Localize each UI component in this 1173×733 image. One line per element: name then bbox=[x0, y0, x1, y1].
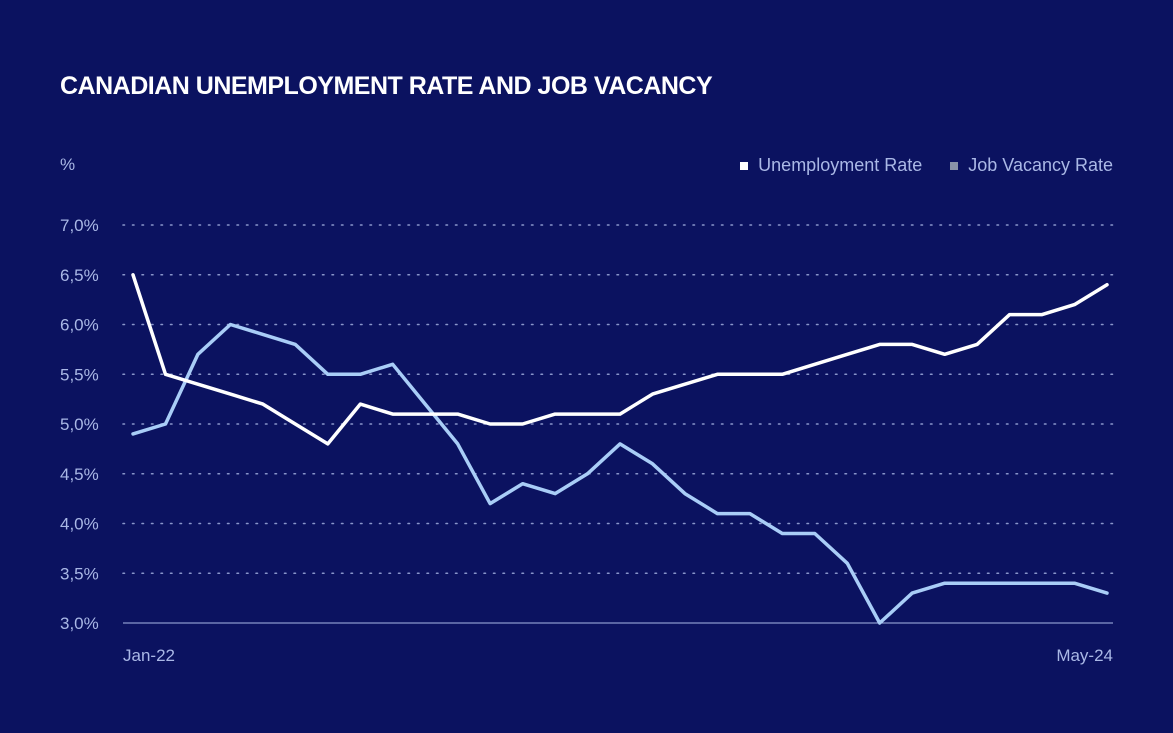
series-line-vacancy bbox=[131, 322, 1109, 625]
chart-title: CANADIAN UNEMPLOYMENT RATE AND JOB VACAN… bbox=[60, 72, 713, 100]
legend-item-vacancy[interactable]: Job Vacancy Rate bbox=[950, 155, 1113, 176]
x-tick-label: May-24 bbox=[1056, 646, 1113, 665]
y-tick-label: 7,0% bbox=[60, 216, 99, 235]
y-tick-label: 6,5% bbox=[60, 266, 99, 285]
y-tick-label: 3,0% bbox=[60, 614, 99, 633]
grid-lines bbox=[122, 224, 1114, 575]
legend-swatch-unemployment bbox=[740, 161, 749, 170]
y-tick-label: 5,5% bbox=[60, 365, 99, 384]
series-lines bbox=[131, 273, 1109, 625]
y-unit-label: % bbox=[60, 155, 76, 174]
legend-item-unemployment[interactable]: Unemployment Rate bbox=[740, 155, 922, 176]
series-line-unemployment bbox=[131, 273, 1109, 446]
y-tick-label: 5,0% bbox=[60, 415, 99, 434]
legend-label-unemployment: Unemployment Rate bbox=[758, 155, 923, 175]
y-tick-label: 6,0% bbox=[60, 316, 99, 335]
y-tick-label: 3,5% bbox=[60, 564, 99, 583]
x-axis-ticks: Jan-22 May-24 bbox=[123, 646, 1113, 665]
legend-swatch-vacancy bbox=[950, 161, 959, 170]
x-tick-label: Jan-22 bbox=[123, 646, 175, 665]
legend: Unemployment Rate Job Vacancy Rate bbox=[740, 155, 1113, 176]
y-tick-label: 4,0% bbox=[60, 515, 99, 534]
y-axis-ticks: 3,0% 3,5% 4,0% 4,5% 5,0% 5,5% 6,0% 6,5% 7,0% bbox=[60, 216, 99, 633]
y-tick-label: 4,5% bbox=[60, 465, 99, 484]
legend-label-vacancy: Job Vacancy Rate bbox=[968, 155, 1113, 175]
